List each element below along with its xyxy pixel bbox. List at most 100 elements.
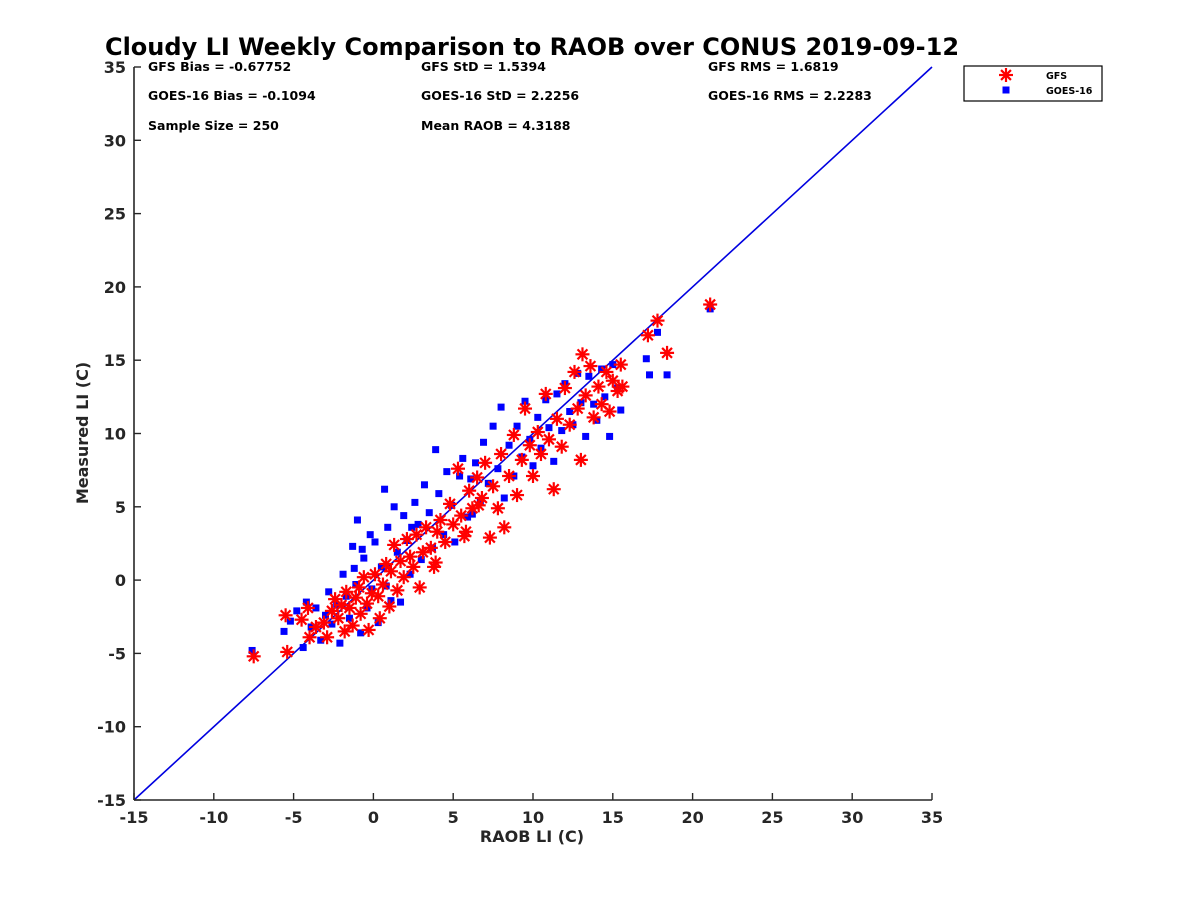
goes16-point	[459, 454, 467, 462]
goes16-point	[349, 542, 357, 550]
gfs-point	[352, 580, 367, 595]
goes16-point	[312, 604, 320, 612]
goes16-point	[374, 619, 382, 627]
one-to-one-line	[133, 66, 933, 801]
gfs-point	[703, 297, 718, 312]
goes16-point	[456, 472, 464, 480]
goes16-point	[293, 607, 301, 615]
gfs-point	[546, 482, 561, 497]
goes16-point	[585, 372, 593, 380]
gfs-point	[430, 524, 445, 539]
gfs-point	[470, 470, 485, 485]
x-tick-label: 20	[681, 808, 703, 827]
y-tick-label: 10	[104, 425, 126, 444]
goes16-point	[280, 627, 288, 635]
gfs-point	[316, 615, 331, 630]
goes16-point	[646, 371, 654, 379]
goes16-point	[382, 582, 390, 590]
gfs-point	[578, 388, 593, 403]
gfs-point	[356, 570, 371, 585]
goes16-point	[366, 531, 374, 539]
gfs-point	[502, 469, 517, 484]
gfs-point	[660, 345, 675, 360]
gfs-point	[428, 555, 443, 570]
gfs-point	[342, 600, 357, 615]
goes16-point	[384, 523, 392, 531]
gfs-point	[345, 618, 360, 633]
gfs-point	[506, 427, 521, 442]
goes16-point	[550, 457, 558, 465]
goes16-point	[387, 597, 395, 605]
gfs-point	[471, 498, 486, 513]
goes16-point	[582, 432, 590, 440]
goes16-point	[494, 465, 502, 473]
goes16-point	[350, 564, 358, 572]
gfs-std-label: GFS StD = 1.5394	[421, 59, 546, 74]
x-tick-label: 10	[522, 808, 544, 827]
x-axis-label: RAOB LI (C)	[480, 827, 584, 846]
gfs-point	[615, 379, 630, 394]
gfs-point	[302, 630, 317, 645]
gfs-bias-label: GFS Bias = -0.67752	[148, 59, 291, 74]
legend-box	[963, 65, 1103, 102]
goes16-point	[553, 390, 561, 398]
goes16-series	[248, 305, 714, 654]
goes16-point	[497, 403, 505, 411]
goes16-std-label: GOES-16 StD = 2.2256	[421, 88, 579, 103]
goes16-point	[377, 563, 385, 571]
gfs-point	[337, 624, 352, 639]
gfs-point	[331, 611, 346, 626]
gfs-point	[541, 432, 556, 447]
goes16-point	[653, 328, 661, 336]
y-tick-label: -5	[108, 644, 126, 663]
x-tick-label: -10	[199, 808, 228, 827]
gfs-point	[586, 410, 601, 425]
goes16-point	[601, 393, 609, 401]
gfs-point	[375, 577, 390, 592]
goes16-point	[467, 475, 475, 483]
goes16-point	[513, 422, 521, 430]
goes16-point	[558, 427, 566, 435]
goes16-point	[325, 588, 333, 596]
y-axis-label: Measured LI (C)	[73, 362, 92, 504]
goes16-point	[480, 438, 488, 446]
gfs-point	[403, 549, 418, 564]
gfs-series	[246, 297, 718, 664]
gfs-point	[613, 357, 628, 372]
y-tick-label: 35	[104, 58, 126, 77]
gfs-point	[490, 501, 505, 516]
gfs-point	[446, 517, 461, 532]
gfs-point	[570, 401, 585, 416]
x-tick-label: 25	[761, 808, 783, 827]
goes16-point	[339, 570, 347, 578]
goes16-point	[432, 446, 440, 454]
x-tick-label: 0	[368, 808, 379, 827]
goes16-point	[248, 646, 256, 654]
gfs-point	[599, 364, 614, 379]
goes16-point	[505, 441, 513, 449]
gfs-point	[554, 439, 569, 454]
x-tick-label: -5	[285, 808, 303, 827]
gfs-point	[454, 508, 469, 523]
gfs-point	[557, 381, 572, 396]
gfs-point	[457, 529, 472, 544]
gfs-point	[522, 438, 537, 453]
goes16-point	[545, 424, 553, 432]
goes16-point	[435, 490, 443, 498]
y-tick-label: -15	[97, 791, 126, 810]
goes16-point	[414, 520, 422, 528]
gfs-point	[605, 373, 620, 388]
goes16-point	[500, 494, 508, 502]
gfs-point	[412, 580, 427, 595]
goes16-point	[663, 371, 671, 379]
legend-gfs-label: GFS	[1046, 71, 1067, 82]
gfs-point	[518, 401, 533, 416]
gfs-point	[372, 611, 387, 626]
gfs-point	[423, 540, 438, 555]
gfs-point	[294, 612, 309, 627]
gfs-point	[353, 606, 368, 621]
chart-title: Cloudy LI Weekly Comparison to RAOB over…	[105, 33, 959, 61]
gfs-point	[482, 530, 497, 545]
goes16-point	[534, 413, 542, 421]
